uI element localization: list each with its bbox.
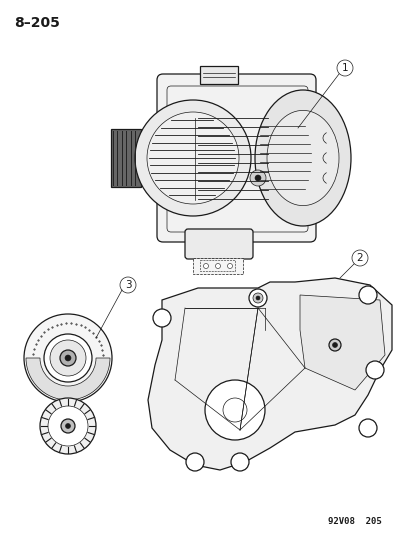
Circle shape [147, 112, 239, 204]
FancyBboxPatch shape [157, 74, 315, 242]
Circle shape [135, 100, 250, 216]
Circle shape [328, 339, 340, 351]
Wedge shape [26, 358, 110, 400]
Circle shape [252, 293, 262, 303]
Circle shape [44, 334, 92, 382]
Text: 2: 2 [356, 253, 362, 263]
Bar [111, 129, 141, 187]
Circle shape [60, 350, 76, 366]
Circle shape [254, 175, 260, 181]
Circle shape [65, 424, 70, 429]
Circle shape [40, 398, 96, 454]
Circle shape [222, 398, 246, 422]
Circle shape [24, 314, 112, 402]
Ellipse shape [266, 110, 338, 206]
Circle shape [120, 277, 136, 293]
Text: 3: 3 [124, 280, 131, 290]
Circle shape [205, 380, 264, 440]
Polygon shape [299, 295, 384, 390]
FancyBboxPatch shape [185, 229, 252, 259]
Text: 1: 1 [341, 63, 347, 73]
Circle shape [61, 419, 75, 433]
Circle shape [248, 289, 266, 307]
Text: 8–205: 8–205 [14, 16, 60, 30]
Bar [200, 66, 237, 84]
Circle shape [185, 453, 203, 471]
Circle shape [351, 250, 367, 266]
Bar [200, 260, 234, 271]
Circle shape [153, 309, 171, 327]
Polygon shape [148, 278, 391, 470]
Ellipse shape [254, 90, 350, 226]
Circle shape [230, 453, 248, 471]
Circle shape [249, 170, 265, 186]
Circle shape [203, 263, 208, 269]
Circle shape [256, 296, 259, 300]
Text: 92V08  205: 92V08 205 [327, 518, 381, 527]
Circle shape [332, 343, 337, 348]
Circle shape [215, 263, 220, 269]
Circle shape [358, 419, 376, 437]
Circle shape [65, 355, 71, 361]
Circle shape [336, 60, 352, 76]
Circle shape [358, 286, 376, 304]
Circle shape [365, 361, 383, 379]
Circle shape [48, 406, 88, 446]
Circle shape [227, 263, 232, 269]
Circle shape [50, 340, 86, 376]
Bar [192, 258, 243, 274]
